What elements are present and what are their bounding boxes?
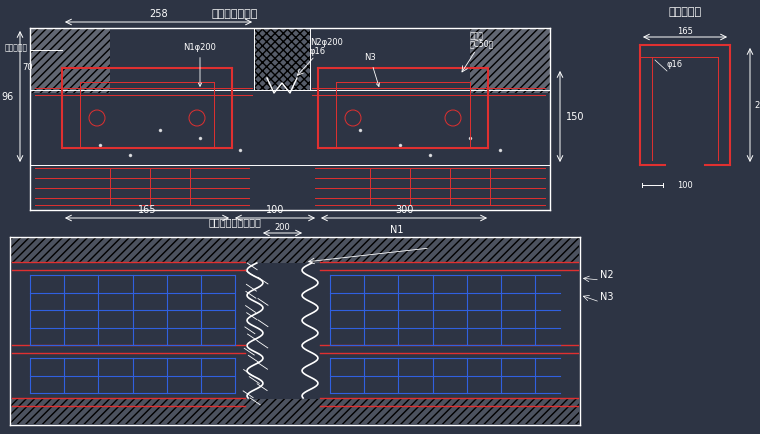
Text: 258: 258 bbox=[149, 9, 168, 19]
Text: 165: 165 bbox=[138, 205, 157, 215]
Text: 200: 200 bbox=[274, 224, 290, 233]
Bar bbox=[11, 399, 579, 424]
Text: 100: 100 bbox=[677, 181, 693, 190]
Text: 165: 165 bbox=[677, 27, 693, 36]
Text: 100: 100 bbox=[266, 205, 284, 215]
Text: N2φ200: N2φ200 bbox=[310, 38, 343, 47]
Text: 预埋筋大样: 预埋筋大样 bbox=[669, 7, 701, 17]
Text: 桥面铺装层: 桥面铺装层 bbox=[5, 43, 28, 52]
Text: 70: 70 bbox=[23, 63, 33, 72]
Text: 150: 150 bbox=[565, 112, 584, 122]
Text: 胶C50混: 胶C50混 bbox=[470, 39, 494, 48]
Text: 伸缩装置断面图: 伸缩装置断面图 bbox=[212, 9, 258, 19]
Text: 96: 96 bbox=[2, 92, 14, 102]
Bar bbox=[11, 238, 579, 263]
Text: 250: 250 bbox=[754, 101, 760, 109]
Text: N1: N1 bbox=[390, 225, 404, 235]
Text: φ16: φ16 bbox=[667, 60, 683, 69]
Text: N3: N3 bbox=[600, 292, 613, 302]
Text: 300: 300 bbox=[394, 205, 413, 215]
Bar bbox=[30, 28, 110, 93]
Bar bbox=[470, 28, 550, 93]
Bar bbox=[254, 28, 310, 90]
Text: N1φ200: N1φ200 bbox=[184, 43, 217, 86]
Text: 伸缩装置平面布置图: 伸缩装置平面布置图 bbox=[208, 217, 261, 227]
Text: φ16: φ16 bbox=[310, 47, 326, 56]
Text: N2: N2 bbox=[600, 270, 613, 280]
Text: N3: N3 bbox=[364, 53, 379, 86]
Text: 预埋橡: 预埋橡 bbox=[470, 31, 484, 40]
